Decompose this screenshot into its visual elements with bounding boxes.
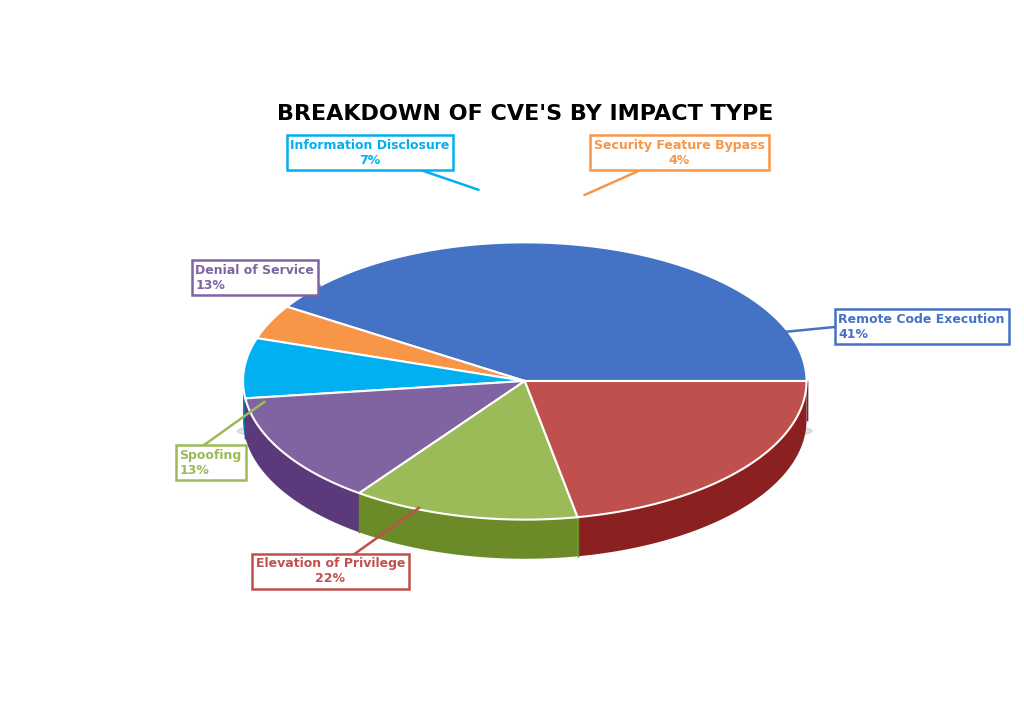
Polygon shape	[287, 242, 807, 381]
Polygon shape	[359, 493, 578, 558]
Polygon shape	[257, 306, 524, 381]
Polygon shape	[246, 398, 359, 532]
Polygon shape	[243, 338, 524, 398]
Text: Remote Code Execution
41%: Remote Code Execution 41%	[839, 313, 1005, 340]
Text: Denial of Service
13%: Denial of Service 13%	[196, 264, 314, 292]
Text: Security Feature Bypass
4%: Security Feature Bypass 4%	[594, 138, 765, 167]
Polygon shape	[246, 381, 524, 493]
Polygon shape	[578, 381, 807, 556]
Text: BREAKDOWN OF CVE'S BY IMPACT TYPE: BREAKDOWN OF CVE'S BY IMPACT TYPE	[276, 104, 773, 124]
Text: Elevation of Privilege
22%: Elevation of Privilege 22%	[256, 557, 406, 585]
Text: Information Disclosure
7%: Information Disclosure 7%	[291, 138, 450, 167]
Polygon shape	[524, 381, 807, 517]
Text: Spoofing
13%: Spoofing 13%	[179, 448, 242, 477]
Polygon shape	[243, 381, 246, 438]
Ellipse shape	[238, 416, 812, 446]
Polygon shape	[359, 381, 578, 520]
